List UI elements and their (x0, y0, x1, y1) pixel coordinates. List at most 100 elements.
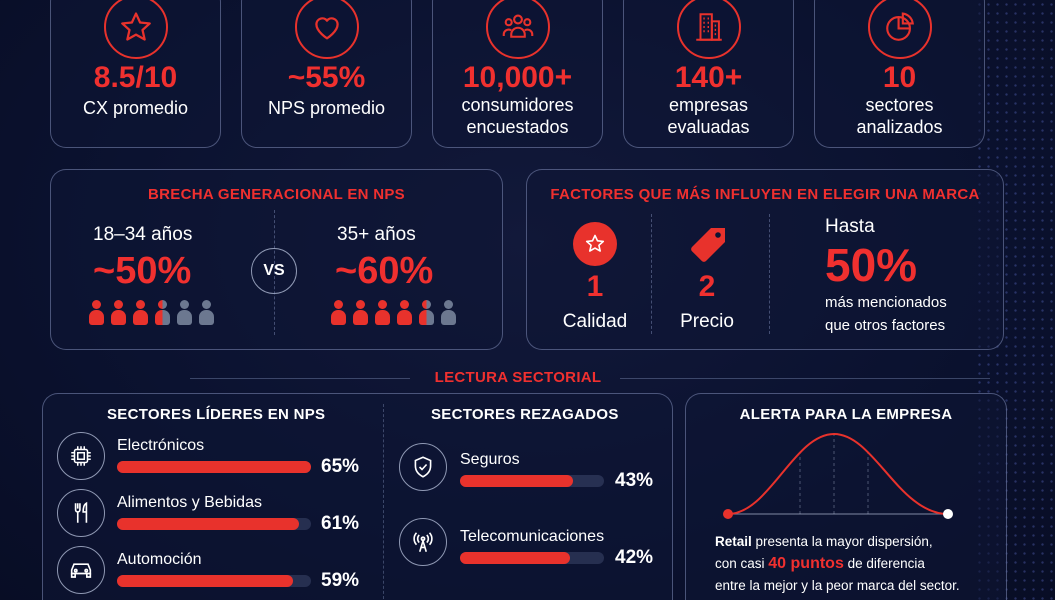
stat-label-line: analizados (856, 117, 943, 137)
sectors-card: SECTORES LÍDERES EN NPS SECTORES REZAGAD… (42, 393, 673, 600)
person-icon (395, 300, 413, 326)
stat-value: 10 (882, 61, 917, 94)
stat-label-line: consumidores (461, 95, 574, 115)
factor-prefix: Hasta (825, 216, 875, 237)
curve-point-start (723, 509, 733, 519)
person-icon (109, 300, 127, 326)
sector-value: 59% (321, 570, 360, 591)
sector-bar-fill (460, 475, 573, 487)
section-title: BRECHA GENERACIONAL EN NPS (148, 186, 405, 203)
person-icon (131, 300, 149, 326)
age-label-older: 35+ años (337, 224, 416, 245)
stat-card-sectors: 10 sectores analizados (814, 0, 985, 148)
sector-name: Telecomunicaciones (460, 528, 605, 545)
factor-label: Calidad (562, 311, 628, 332)
person-icon (439, 300, 457, 326)
stat-label: CX promedio (82, 98, 189, 118)
shield-check-icon (399, 443, 447, 491)
leaders-title: SECTORES LÍDERES EN NPS (107, 406, 326, 423)
people-row-young (87, 300, 219, 331)
divider (274, 210, 275, 335)
alert-text: Retail presenta la mayor dispersión, con… (715, 531, 960, 597)
person-icon (351, 300, 369, 326)
factor-rank: 2 (698, 270, 716, 303)
stat-value: 140+ (674, 61, 743, 94)
people-icon (485, 0, 550, 59)
alert-text-part: con casi (715, 556, 769, 571)
stat-label: sectores analizados (815, 94, 984, 138)
stat-label-line: empresas (668, 95, 749, 115)
sector-name: Electrónicos (117, 437, 205, 454)
alert-title: ALERTA PARA LA EMPRESA (739, 406, 953, 423)
stat-card-cx: 8.5/10 CX promedio (50, 0, 221, 148)
sector-bar-fill (117, 461, 311, 473)
sector-value: 42% (615, 547, 654, 568)
alert-line: Retail presenta la mayor dispersión, (715, 531, 960, 553)
factor-label: Precio (680, 311, 734, 332)
vs-badge: VS (251, 248, 297, 294)
dispersion-curve (723, 432, 953, 519)
alert-line: con casi 40 puntos de diferencia (715, 553, 960, 575)
sector-value: 43% (615, 470, 654, 491)
heading-rule-right (620, 378, 990, 379)
generational-gap-card: BRECHA GENERACIONAL EN NPS 18–34 años ~5… (50, 169, 503, 350)
divider (383, 404, 384, 600)
stat-label: NPS promedio (267, 98, 386, 118)
factor-description-line: que otros factores (825, 317, 946, 334)
person-icon (197, 300, 215, 326)
factor-value: 50% (825, 239, 918, 291)
bell-curve (727, 432, 949, 515)
car-icon (57, 546, 105, 594)
sector-value: 65% (321, 456, 360, 477)
person-icon-half (417, 300, 435, 326)
sector-bar (117, 518, 311, 530)
alert-text-part: de diferencia (843, 556, 925, 571)
person-icon (175, 300, 193, 326)
stat-label: empresas evaluadas (624, 94, 793, 138)
person-icon-half (153, 300, 171, 326)
person-icon (87, 300, 105, 326)
sector-value: 61% (321, 513, 360, 534)
sector-bar (460, 552, 604, 564)
laggards-title: SECTORES REZAGADOS (431, 406, 619, 423)
people-row-older (329, 300, 461, 331)
alert-line: entre la mejor y la peor marca del secto… (715, 578, 960, 593)
chip-icon (57, 432, 105, 480)
alert-text-part: presenta la mayor dispersión, (751, 534, 933, 549)
nps-value-older: ~60% (335, 250, 434, 292)
divider (651, 214, 652, 334)
person-icon (329, 300, 347, 326)
curve-point-end (943, 509, 953, 519)
age-label-young: 18–34 años (93, 224, 193, 245)
factor-rank: 1 (586, 270, 604, 303)
sector-bar (117, 575, 311, 587)
sector-bar-fill (460, 552, 570, 564)
stat-card-nps: ~55% NPS promedio (241, 0, 412, 148)
star-badge-icon (573, 222, 617, 266)
alert-highlight-points: 40 puntos (768, 555, 844, 572)
star-icon (103, 0, 168, 59)
person-icon (373, 300, 391, 326)
alert-highlight-sector: Retail (715, 534, 752, 549)
alert-card: ALERTA PARA LA EMPRESA Retail presenta l… (685, 393, 1007, 600)
sector-name: Alimentos y Bebidas (117, 494, 262, 511)
stat-card-consumers: 10,000+ consumidores encuestados (432, 0, 603, 148)
stat-value: 8.5/10 (93, 61, 178, 94)
stat-label-line: evaluadas (667, 117, 750, 137)
sector-bar (117, 461, 311, 473)
factor-description: más mencionados que otros factores (825, 291, 947, 337)
section-title: FACTORES QUE MÁS INFLUYEN EN ELEGIR UNA … (550, 186, 980, 203)
brand-factors-card: FACTORES QUE MÁS INFLUYEN EN ELEGIR UNA … (526, 169, 1004, 350)
stat-label-line: sectores (865, 95, 934, 115)
sector-name: Seguros (460, 451, 520, 468)
factor-description-line: más mencionados (825, 294, 947, 311)
sector-bar-fill (117, 518, 300, 530)
heading-rule-left (190, 378, 410, 379)
sector-name: Automoción (117, 551, 202, 568)
stat-label: consumidores encuestados (433, 94, 602, 138)
stat-card-companies: 140+ empresas evaluadas (623, 0, 794, 148)
cutlery-icon (57, 489, 105, 537)
divider (769, 214, 770, 334)
pie-chart-icon (867, 0, 932, 59)
buildings-icon (676, 0, 741, 59)
